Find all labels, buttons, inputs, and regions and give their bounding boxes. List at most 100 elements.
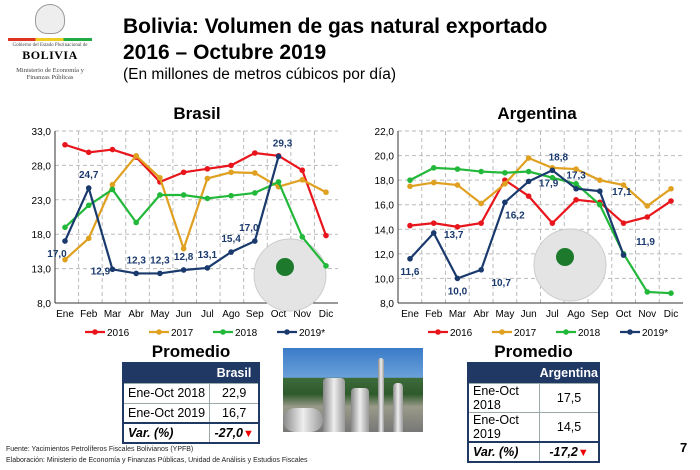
x-tick-label: Ene	[56, 309, 74, 320]
data-point	[109, 146, 116, 153]
page-number: 7	[680, 440, 688, 455]
data-point	[62, 238, 68, 244]
title-line-2: 2016 – Octubre 2019	[123, 41, 327, 64]
x-tick-label: Jun	[176, 309, 192, 320]
series-line-2016	[409, 178, 672, 228]
logo-ministry-text: Ministerio de Economía y Finanzas Públic…	[16, 67, 84, 82]
data-point	[597, 177, 603, 183]
data-point	[204, 166, 211, 172]
data-label: 13,1	[198, 250, 218, 261]
promedio-table-brasil: Brasil Ene-Oct 2018 22,9 Ene-Oct 2019 16,7…	[122, 362, 260, 444]
down-triangle-icon: ▼	[577, 446, 589, 459]
series-line-2017	[409, 156, 672, 208]
data-point	[525, 193, 532, 199]
y-tick-label: 13,0	[32, 265, 52, 276]
data-point	[573, 197, 579, 203]
data-label: 10,0	[448, 286, 468, 297]
data-point	[204, 175, 211, 182]
data-point	[644, 289, 651, 295]
data-point	[62, 256, 68, 263]
data-point	[620, 220, 627, 226]
data-point	[252, 238, 258, 244]
x-tick-label: Ene	[401, 309, 419, 320]
data-point	[525, 155, 532, 161]
series-line-2016	[64, 143, 328, 236]
table-row: Ene-Oct 2018 17,5	[467, 382, 600, 413]
y-tick-label: 14,0	[375, 225, 395, 236]
x-tick-label: Sep	[591, 309, 609, 320]
data-point	[180, 245, 187, 252]
data-point	[644, 214, 651, 220]
down-triangle-icon: ▼	[243, 428, 254, 440]
data-label: 12,3	[126, 255, 146, 266]
data-label: 10,7	[491, 278, 511, 289]
data-label: 11,6	[401, 267, 420, 278]
data-point	[454, 224, 461, 230]
data-point	[62, 224, 68, 231]
data-point	[252, 150, 258, 156]
data-point	[454, 275, 461, 282]
x-tick-label: Mar	[449, 309, 467, 320]
data-point	[157, 192, 163, 198]
y-tick-label: 10,0	[375, 274, 395, 285]
y-tick-label: 8,0	[380, 299, 394, 310]
legend-label: 2018	[235, 328, 258, 339]
globe-icon	[533, 228, 607, 302]
data-point	[157, 174, 163, 181]
title-line-1: Bolivia: Volumen de gas natural exportad…	[123, 15, 548, 38]
data-point	[430, 220, 437, 226]
table-row: Ene-Oct 2019 14,5	[467, 411, 600, 442]
data-point	[180, 169, 187, 176]
legend-marker	[92, 329, 98, 335]
chart-title-argentina: Argentina	[497, 104, 577, 123]
data-label: 17,3	[566, 171, 586, 182]
data-point	[157, 270, 163, 277]
series-line-2019	[409, 169, 625, 280]
data-label: 17,1	[612, 187, 632, 198]
data-label: 18,8	[549, 152, 569, 163]
legend-label: 2017	[171, 328, 194, 339]
x-tick-label: Abr	[473, 309, 489, 320]
page-title: Bolivia: Volumen de gas natural exportad…	[123, 14, 547, 66]
data-point	[204, 195, 211, 202]
series-line-2018	[64, 180, 327, 267]
footer-elaboration: Elaboración: Ministerio de Economía y Fi…	[6, 457, 308, 464]
data-point	[478, 267, 484, 273]
promedio-title-argentina: Promedio	[494, 342, 573, 361]
data-label: 11,9	[636, 237, 655, 248]
data-label: 29,3	[273, 138, 293, 149]
page-subtitle: (En millones de metros cúbicos por día)	[123, 66, 397, 83]
legend-label: 2019*	[642, 328, 668, 339]
data-point	[62, 141, 68, 148]
promedio-title-brasil: Promedio	[151, 342, 231, 361]
data-point	[549, 220, 556, 226]
x-tick-label: Mar	[104, 309, 122, 320]
x-tick-label: Jul	[546, 309, 559, 320]
series-line-2019	[63, 156, 280, 275]
y-tick-label: 23,0	[32, 196, 52, 207]
x-tick-label: Nov	[638, 309, 656, 320]
x-tick-label: Nov	[293, 309, 311, 320]
legend-label: 2019*	[299, 328, 325, 339]
legend-marker	[435, 329, 441, 335]
data-point	[85, 149, 92, 156]
column-header: Argentina	[539, 363, 599, 383]
x-tick-label: Jun	[521, 309, 537, 320]
legend-marker	[627, 329, 633, 335]
data-point	[275, 153, 282, 160]
data-point	[502, 169, 508, 176]
table-row-variation: Var. (%) -27,0▼	[122, 422, 260, 444]
data-point	[573, 181, 579, 187]
data-label: 17,9	[539, 178, 559, 189]
data-point	[549, 174, 556, 181]
data-point	[502, 199, 508, 206]
data-point	[478, 220, 484, 226]
data-point	[228, 249, 234, 255]
data-point	[668, 185, 674, 192]
data-point	[573, 166, 579, 172]
legend-label: 2016	[107, 328, 130, 339]
data-point	[454, 182, 461, 188]
y-tick-label: 22,0	[375, 127, 395, 138]
logo-bolivia-text: BOLIVIA	[22, 48, 78, 62]
legend-label: 2016	[450, 328, 473, 339]
